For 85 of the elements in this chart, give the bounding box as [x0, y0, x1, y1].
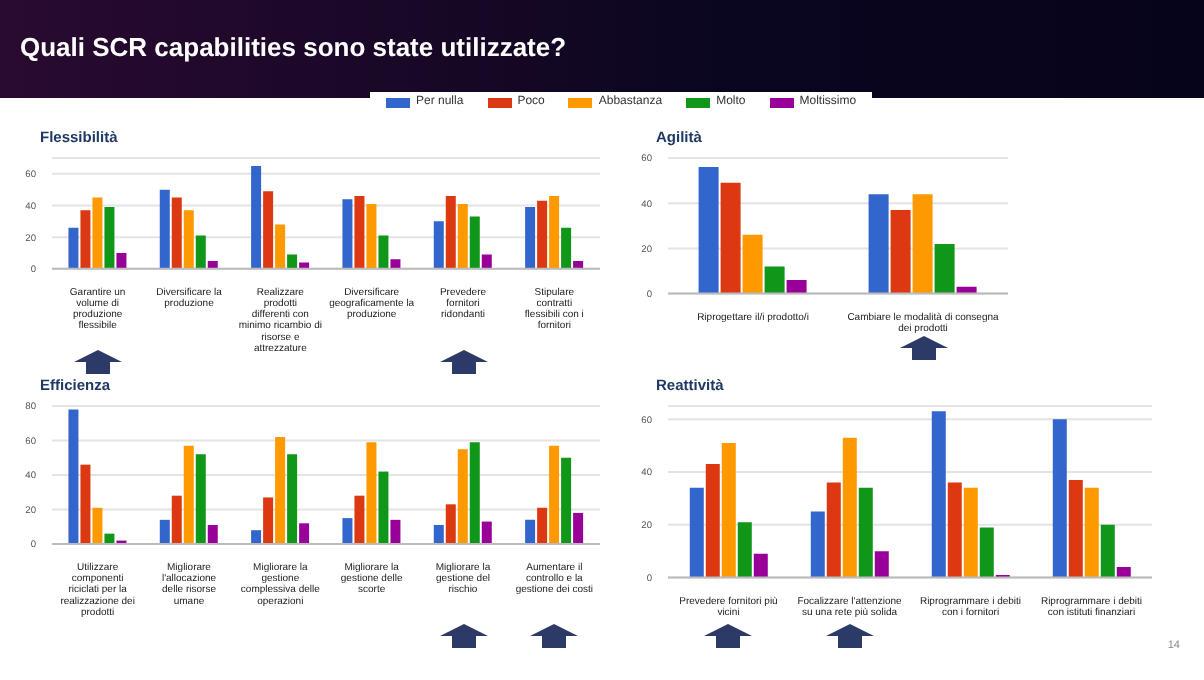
bar [457, 203, 468, 269]
bar [433, 221, 444, 269]
bar [445, 504, 456, 544]
bar [1100, 524, 1115, 578]
bar [287, 454, 298, 544]
bar [68, 227, 79, 269]
bar [537, 200, 548, 269]
bar [689, 487, 704, 578]
bar [549, 195, 560, 269]
bar [92, 197, 103, 269]
bar [934, 243, 955, 294]
bar [842, 437, 857, 578]
bar [263, 191, 274, 269]
bar [874, 551, 889, 578]
bar [390, 259, 401, 269]
bar [159, 189, 170, 269]
bar [549, 445, 560, 544]
bar [721, 442, 736, 578]
bar [354, 195, 365, 269]
bar [469, 442, 480, 544]
bar [354, 495, 365, 544]
bar [525, 207, 536, 269]
bar [786, 280, 807, 294]
bar [573, 512, 584, 544]
bar [764, 266, 785, 294]
bar [251, 530, 262, 544]
bar [195, 454, 206, 544]
bar [183, 210, 194, 269]
bar [868, 194, 889, 294]
bar [561, 457, 572, 544]
bar [378, 471, 389, 544]
bar [275, 224, 286, 269]
bar [1116, 567, 1131, 578]
bar [171, 495, 182, 544]
text: Quali SCR capabilities sono state utilizzate? [20, 32, 567, 62]
bar [287, 254, 298, 269]
bar [1068, 479, 1083, 578]
bar [737, 522, 752, 578]
bar [342, 199, 353, 269]
bar [80, 210, 91, 269]
bar [890, 209, 911, 294]
bar [433, 525, 444, 544]
bar [263, 497, 274, 544]
bar [116, 252, 127, 269]
bar [195, 235, 206, 269]
bar [104, 207, 115, 269]
bar [720, 182, 741, 294]
bar [299, 523, 310, 544]
bar [698, 167, 719, 294]
bar [207, 525, 218, 544]
bar [251, 165, 262, 269]
bar [561, 227, 572, 269]
bar [183, 445, 194, 544]
bar [275, 437, 286, 544]
bar [378, 235, 389, 269]
bar [753, 553, 768, 578]
bar [537, 507, 548, 544]
bar [947, 482, 962, 578]
bar [80, 464, 91, 544]
bar [931, 411, 946, 578]
bar [979, 527, 994, 578]
bar [159, 519, 170, 544]
bar [366, 442, 377, 544]
bar [457, 449, 468, 544]
bar [705, 464, 720, 578]
bar [810, 511, 825, 578]
bar [299, 262, 310, 269]
bar [858, 487, 873, 578]
bar [826, 482, 841, 578]
bar [742, 234, 763, 294]
bar [963, 487, 978, 578]
bar [366, 203, 377, 269]
bar [912, 194, 933, 294]
bar [342, 518, 353, 544]
bar [1052, 419, 1067, 578]
bar [92, 507, 103, 544]
bar [445, 195, 456, 269]
bar [390, 519, 401, 544]
bar [481, 521, 492, 544]
bar [68, 409, 79, 544]
bar [469, 216, 480, 269]
bar [481, 254, 492, 269]
bar [171, 197, 182, 269]
bar [1084, 487, 1099, 578]
bar [525, 519, 536, 544]
